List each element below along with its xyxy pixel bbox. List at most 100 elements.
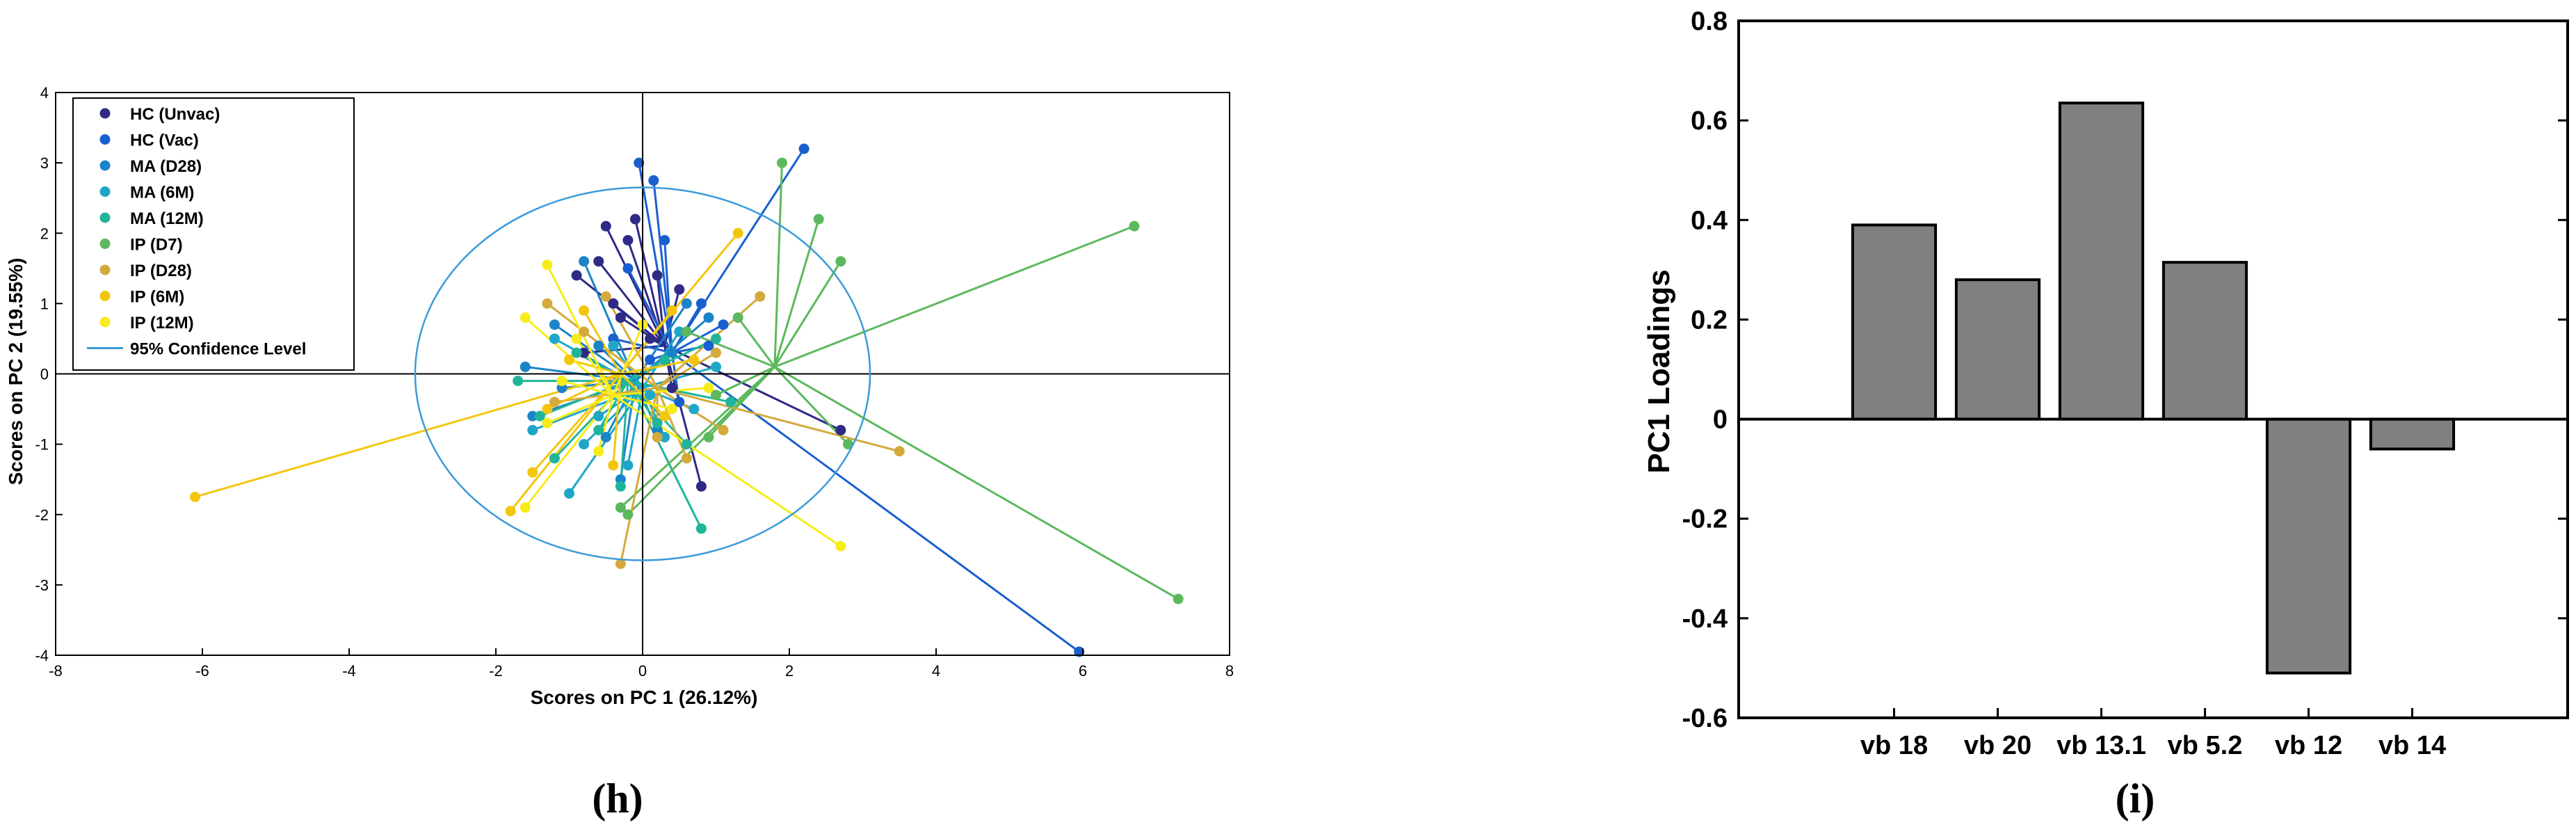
loadings-bars — [1851, 102, 2456, 675]
score-point — [593, 446, 604, 457]
loadings-axes: vb 18 vb 20 vb 13.1 vb 5.2 vb 12 vb 14 -0.6 -0.… — [1682, 7, 2569, 760]
score-line — [707, 366, 775, 438]
score-point — [652, 417, 663, 428]
score-point — [725, 396, 736, 408]
y-tick-label: 0 — [40, 366, 49, 383]
score-point — [689, 403, 700, 415]
score-line — [736, 316, 776, 368]
panel-label-h: (h) — [592, 776, 643, 821]
category-label: vb 20 — [1964, 731, 2031, 760]
score-point — [703, 312, 714, 323]
score-point — [776, 157, 787, 168]
legend-box — [72, 97, 355, 371]
score-point — [659, 432, 670, 443]
x-tick-label: -6 — [195, 662, 209, 680]
score-point — [1129, 220, 1140, 232]
score-point — [842, 439, 853, 450]
score-point — [564, 488, 574, 499]
score-point — [600, 432, 611, 443]
y-tick-label: -3 — [35, 577, 49, 594]
score-line — [547, 394, 614, 424]
score-point — [1173, 593, 1184, 604]
score-line — [671, 323, 724, 354]
legend-label: IP (12M) — [130, 314, 194, 332]
score-point — [549, 453, 560, 464]
score-point — [652, 270, 663, 281]
score-point — [579, 439, 590, 450]
score-point — [681, 439, 692, 450]
y-tick-label: 0.4 — [1691, 206, 1728, 235]
loadings-frame — [1737, 19, 2569, 719]
score-point — [634, 157, 645, 168]
legend-label: 95% Confidence Level — [130, 340, 306, 359]
y-tick-label: -0.6 — [1682, 704, 1728, 733]
score-line — [773, 218, 820, 367]
score-line — [583, 387, 644, 445]
score-line — [612, 374, 622, 466]
score-point — [615, 559, 626, 570]
legend-marker — [99, 264, 111, 275]
loading-bar — [2265, 417, 2352, 675]
score-point — [648, 175, 659, 186]
y-tick-label: 3 — [40, 154, 49, 172]
score-line — [612, 324, 644, 396]
y-tick-label: -1 — [35, 436, 49, 454]
score-point — [666, 383, 677, 394]
x-tick-label: -8 — [49, 662, 63, 680]
score-point — [681, 453, 692, 464]
score-line — [657, 387, 900, 453]
score-point — [520, 361, 531, 372]
category-label: vb 12 — [2275, 731, 2342, 760]
y-tick-label: 4 — [40, 84, 49, 102]
legend-label: IP (D28) — [130, 262, 192, 280]
score-line — [638, 162, 673, 353]
score-point — [542, 417, 553, 428]
legend-marker — [99, 186, 111, 197]
x-tick-label: 4 — [932, 662, 940, 680]
loading-bar — [2162, 261, 2248, 421]
score-point — [564, 354, 574, 365]
loading-bar — [2058, 102, 2145, 421]
score-line — [619, 387, 659, 564]
score-point — [689, 354, 700, 365]
score-line — [597, 380, 629, 431]
score-line — [195, 373, 621, 498]
score-point — [520, 502, 531, 513]
score-point — [593, 410, 604, 422]
legend-marker — [99, 316, 111, 328]
legend-marker — [99, 291, 111, 301]
score-line — [612, 394, 842, 547]
legend-marker — [99, 239, 111, 249]
score-line — [773, 163, 783, 367]
pc1-axis-label: Scores on PC 1 (26.12%) — [531, 687, 758, 708]
score-point — [571, 270, 582, 281]
score-point — [608, 298, 619, 309]
score-point — [695, 481, 707, 492]
score-point — [600, 291, 611, 302]
loading-bar — [1851, 223, 1938, 421]
score-line — [554, 387, 658, 403]
score-line — [773, 260, 842, 368]
score-line — [627, 380, 702, 529]
score-points — [189, 143, 1184, 657]
score-point — [681, 298, 692, 309]
score-point — [622, 509, 634, 520]
score-point — [659, 234, 670, 246]
score-line — [604, 296, 659, 389]
x-tick-label: 8 — [1225, 662, 1234, 680]
score-point — [549, 319, 560, 330]
legend-label: IP (6M) — [130, 288, 184, 307]
score-point — [615, 502, 626, 513]
x-tick-label: -2 — [489, 662, 503, 680]
x-tick-label: 6 — [1079, 662, 1087, 680]
score-point — [666, 305, 677, 316]
pc1-loadings-axis-label: PC1 Loadings — [1642, 269, 1676, 473]
legend-label: IP (D7) — [130, 236, 183, 255]
score-point — [542, 298, 553, 309]
score-point — [674, 396, 685, 408]
score-point — [645, 333, 656, 344]
score-point — [703, 383, 714, 394]
score-point — [608, 340, 619, 351]
score-line — [531, 373, 622, 474]
score-point — [629, 214, 641, 225]
